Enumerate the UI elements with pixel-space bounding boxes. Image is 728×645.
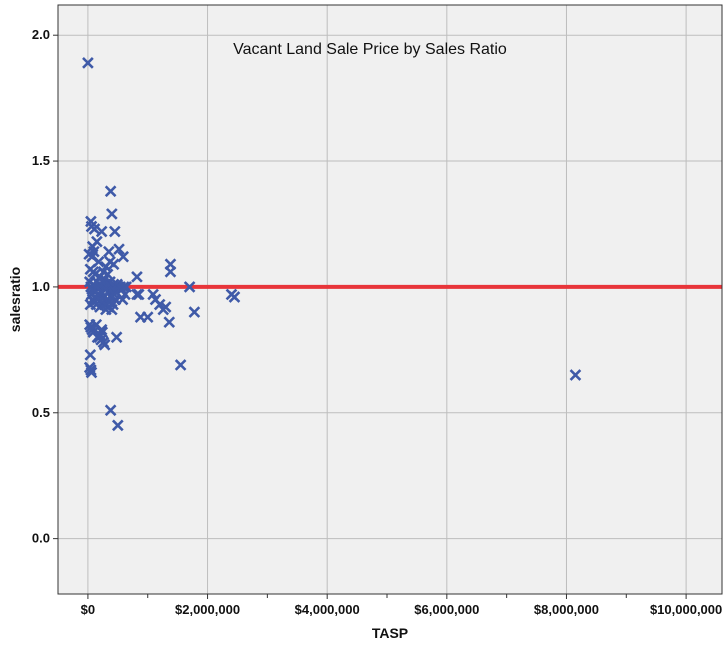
data-point [141,311,154,323]
data-point [113,243,125,255]
data-point [188,306,201,318]
data-point [116,293,129,306]
data-point [92,288,105,301]
data-point [132,288,145,301]
data-point [183,281,196,293]
axis-ticks: $0 $2,000,000 $4,000,000 $6,000,000 $8,000,0… [32,27,722,617]
data-point [111,419,124,432]
data-point [174,359,187,371]
x-tick-label: $8,000,000 [534,602,599,617]
y-axis-title: salesratio [7,267,23,332]
x-tick-label: $6,000,000 [414,602,479,617]
data-point [159,301,172,313]
data-point [95,225,108,238]
y-tick-label: 0.5 [32,405,50,420]
y-tick-label: 2.0 [32,27,50,42]
data-point [84,349,97,361]
data-points [82,57,582,432]
data-point [98,338,111,351]
data-point [85,366,98,379]
data-point [104,255,116,268]
data-point [147,288,159,301]
data-point [117,250,130,263]
data-point [108,225,121,238]
x-tick-label: $2,000,000 [175,602,240,617]
data-point [101,268,114,281]
data-point [88,245,100,258]
y-tick-label: 1.5 [32,153,50,168]
x-tick-label: $10,000,000 [650,602,722,617]
data-point [92,255,105,268]
data-point [95,323,108,336]
data-point [107,298,119,311]
data-point [110,331,123,344]
data-point [82,57,94,69]
data-point [105,208,118,220]
plot-area [58,5,722,594]
y-tick-label: 1.0 [32,279,50,294]
data-point [109,293,122,306]
data-point [131,271,143,283]
plot-frame [57,4,723,595]
data-point [134,311,147,323]
data-point [104,404,117,417]
x-tick-label: $0 [81,602,95,617]
data-point [85,364,97,376]
x-axis-title: TASP [372,625,408,641]
data-point [103,245,115,258]
x-tick-label: $4,000,000 [295,602,360,617]
data-point [84,298,97,311]
data-point [163,316,176,328]
data-point [119,288,131,301]
data-point [164,258,177,271]
data-point [569,369,582,381]
y-tick-label: 0.0 [32,531,50,546]
data-point [228,291,241,303]
chart-title: Vacant Land Sale Price by Sales Ratio [233,41,507,58]
data-point [104,185,117,198]
data-point [164,265,177,278]
